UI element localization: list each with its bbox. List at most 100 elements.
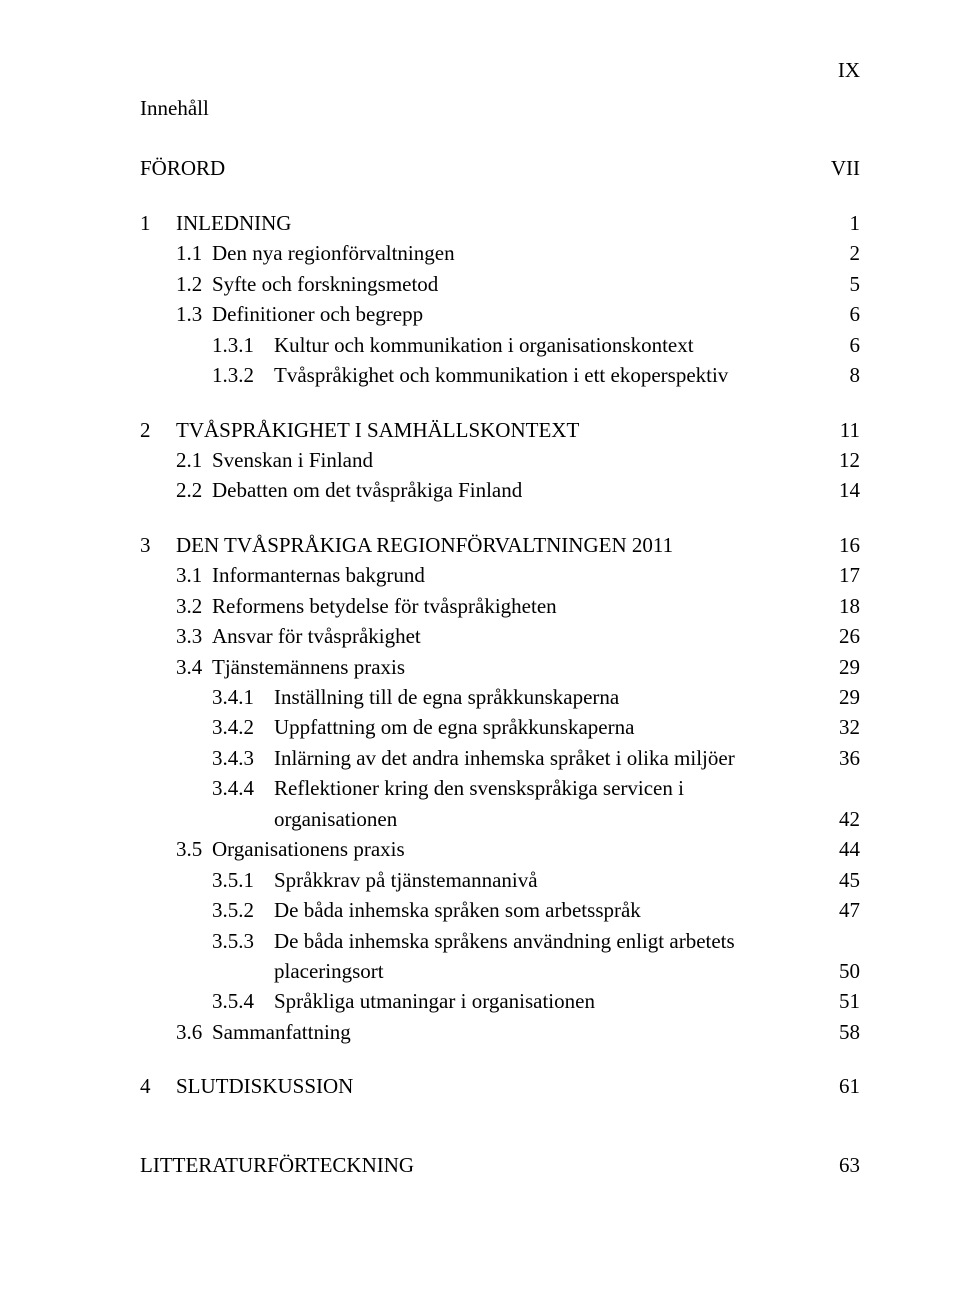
toc-entry-label: LITTERATURFÖRTECKNING — [140, 1150, 414, 1180]
toc-entry: 1.3.1Kultur och kommunikation i organisa… — [140, 330, 860, 360]
toc-entry-page: 6 — [832, 330, 860, 360]
toc-entry-page: 42 — [832, 804, 860, 834]
toc-entry: organisationen42 — [140, 804, 860, 834]
toc-heading: Innehåll — [140, 93, 860, 123]
toc-entry-number: 3.5.1 — [212, 865, 274, 895]
toc-entry-label: FÖRORD — [140, 153, 225, 183]
toc-entry-label: Språkliga utmaningar i organisationen — [274, 986, 595, 1016]
toc-entry-label: Tjänstemännens praxis — [212, 652, 405, 682]
toc-entry-page: 1 — [832, 208, 860, 238]
toc-spacer — [140, 391, 860, 415]
toc-entry-number: 2.2 — [176, 475, 212, 505]
toc-entry: placeringsort 50 — [140, 956, 860, 986]
toc-entry: 3.4.3Inlärning av det andra inhemska spr… — [140, 743, 860, 773]
toc-entry: 3.5.3De båda inhemska språkens användnin… — [140, 926, 860, 956]
toc-entry-page: 14 — [832, 475, 860, 505]
toc-entry-page: 44 — [832, 834, 860, 864]
toc-entry: FÖRORD VII — [140, 153, 860, 183]
toc-entry-label: INLEDNING — [176, 208, 291, 238]
toc-entry-number: 1 — [140, 208, 176, 238]
toc-entry-page: 8 — [832, 360, 860, 390]
toc-entry-label: Ansvar för tvåspråkighet — [212, 621, 421, 651]
toc-entry-number: 2.1 — [176, 445, 212, 475]
toc-entry: 2TVÅSPRÅKIGHET I SAMHÄLLSKONTEXT 11 — [140, 415, 860, 445]
toc-entry: 2.2Debatten om det tvåspråkiga Finland 14 — [140, 475, 860, 505]
toc-entry-label: De båda inhemska språkens användning enl… — [274, 926, 735, 956]
toc-entry-label: De båda inhemska språken som arbetsspråk — [274, 895, 641, 925]
toc-entry-page: 47 — [832, 895, 860, 925]
toc-entry: 1.3Definitioner och begrepp6 — [140, 299, 860, 329]
toc-entry-number: 3.1 — [176, 560, 212, 590]
toc-entry-page: 18 — [832, 591, 860, 621]
toc-entry-label: Den nya regionförvaltningen — [212, 238, 455, 268]
page: IX Innehåll FÖRORDVII1INLEDNING11.1Den n… — [0, 0, 960, 1303]
toc-entry-number: 3.4.2 — [212, 712, 274, 742]
toc-entry-number: 1.3.1 — [212, 330, 274, 360]
toc-entry-number: 3.4.3 — [212, 743, 274, 773]
toc-spacer — [140, 184, 860, 208]
toc-entry: 3.2Reformens betydelse för tvåspråkighet… — [140, 591, 860, 621]
toc-entry-page: 29 — [832, 652, 860, 682]
toc-entry: 3.3Ansvar för tvåspråkighet26 — [140, 621, 860, 651]
page-number-roman: IX — [838, 55, 860, 85]
toc-entry-label: Språkkrav på tjänstemannanivå — [274, 865, 538, 895]
toc-entry-number: 3.5 — [176, 834, 212, 864]
toc-entry-label: placeringsort — [274, 956, 384, 986]
toc-entry-page: 6 — [832, 299, 860, 329]
toc-entry: 3.1Informanternas bakgrund17 — [140, 560, 860, 590]
toc-entry-label: Tvåspråkighet och kommunikation i ett ek… — [274, 360, 728, 390]
toc-entry-page: 26 — [832, 621, 860, 651]
toc-entry-page: 50 — [832, 956, 860, 986]
toc-entry-label: Definitioner och begrepp — [212, 299, 423, 329]
toc-entry-number: 2 — [140, 415, 176, 445]
toc-spacer — [140, 1047, 860, 1071]
toc-entry: 3.4.1Inställning till de egna språkkunsk… — [140, 682, 860, 712]
toc-spacer — [140, 506, 860, 530]
toc-entry-page: 45 — [832, 865, 860, 895]
toc-entry-number: 3 — [140, 530, 176, 560]
toc-entry-page: 32 — [832, 712, 860, 742]
toc-entry-number: 3.4.4 — [212, 773, 274, 803]
toc-entry: 3.5Organisationens praxis 44 — [140, 834, 860, 864]
toc-spacer — [140, 1126, 860, 1150]
toc-entry: 1.3.2Tvåspråkighet och kommunikation i e… — [140, 360, 860, 390]
toc-entry-label: SLUTDISKUSSION — [176, 1071, 353, 1101]
toc-entry-number: 3.4.1 — [212, 682, 274, 712]
toc-entry-label: TVÅSPRÅKIGHET I SAMHÄLLSKONTEXT — [176, 415, 579, 445]
toc-entry: 3.4Tjänstemännens praxis 29 — [140, 652, 860, 682]
toc-entry: 1.1Den nya regionförvaltningen2 — [140, 238, 860, 268]
toc-entry-page: VII — [831, 153, 860, 183]
toc-entry: 3.5.4Språkliga utmaningar i organisation… — [140, 986, 860, 1016]
toc-entry: 3.5.1Språkkrav på tjänstemannanivå 45 — [140, 865, 860, 895]
toc-entry: 3.4.2Uppfattning om de egna språkkunskap… — [140, 712, 860, 742]
table-of-contents: FÖRORDVII1INLEDNING11.1Den nya regionför… — [140, 153, 860, 1180]
toc-spacer — [140, 1102, 860, 1126]
toc-entry-number: 3.5.3 — [212, 926, 274, 956]
toc-entry-label: Debatten om det tvåspråkiga Finland — [212, 475, 522, 505]
toc-entry-number: 4 — [140, 1071, 176, 1101]
toc-entry-label: Uppfattning om de egna språkkunskaperna — [274, 712, 634, 742]
toc-entry-page: 11 — [832, 415, 860, 445]
toc-entry-page: 58 — [832, 1017, 860, 1047]
toc-entry-page: 61 — [832, 1071, 860, 1101]
toc-entry-page: 63 — [832, 1150, 860, 1180]
toc-entry-label: Inställning till de egna språkkunskapern… — [274, 682, 619, 712]
toc-entry-number: 1.2 — [176, 269, 212, 299]
toc-entry-page: 51 — [832, 986, 860, 1016]
toc-entry-number: 3.5.2 — [212, 895, 274, 925]
toc-entry-label: Svenskan i Finland — [212, 445, 373, 475]
toc-entry-label: Syfte och forskningsmetod — [212, 269, 438, 299]
toc-entry-number: 3.2 — [176, 591, 212, 621]
toc-entry-page: 36 — [832, 743, 860, 773]
toc-entry: 3.5.2De båda inhemska språken som arbets… — [140, 895, 860, 925]
toc-entry-number: 3.6 — [176, 1017, 212, 1047]
toc-entry-number: 3.4 — [176, 652, 212, 682]
toc-entry-page: 12 — [832, 445, 860, 475]
toc-entry-label: Reflektioner kring den svenskspråkiga se… — [274, 773, 684, 803]
toc-entry-number: 1.3.2 — [212, 360, 274, 390]
toc-entry-label: Reformens betydelse för tvåspråkigheten — [212, 591, 557, 621]
toc-entry-label: Sammanfattning — [212, 1017, 351, 1047]
toc-entry-number: 1.1 — [176, 238, 212, 268]
toc-entry: 2.1Svenskan i Finland 12 — [140, 445, 860, 475]
toc-entry-label: Organisationens praxis — [212, 834, 405, 864]
